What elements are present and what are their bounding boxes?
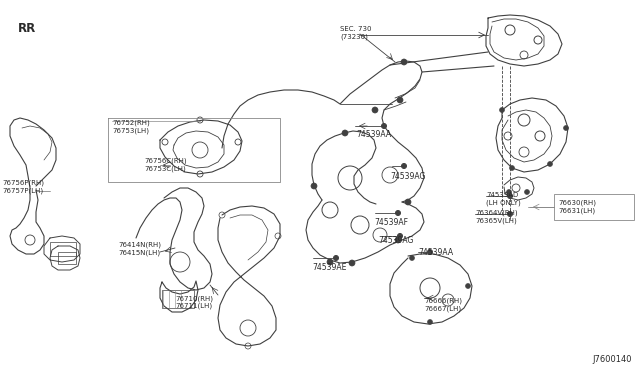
Circle shape: [342, 130, 348, 136]
Bar: [58, 252, 76, 264]
Circle shape: [327, 259, 333, 265]
Text: 74539AD
(LH ONLY): 74539AD (LH ONLY): [486, 192, 521, 205]
Bar: [50, 242, 76, 256]
Text: 76756C(RH)
76753C(LH): 76756C(RH) 76753C(LH): [144, 158, 187, 172]
Text: 76710(RH)
76711(LH): 76710(RH) 76711(LH): [175, 295, 213, 309]
Text: 76752(RH)
76753(LH): 76752(RH) 76753(LH): [112, 120, 150, 134]
Circle shape: [506, 189, 511, 195]
Text: J7600140: J7600140: [593, 355, 632, 364]
Circle shape: [405, 199, 411, 205]
Bar: [162, 290, 194, 308]
Text: 74539AG: 74539AG: [390, 172, 426, 181]
Circle shape: [395, 237, 401, 243]
Text: RR: RR: [18, 22, 36, 35]
Text: 76666(RH)
76667(LH): 76666(RH) 76667(LH): [424, 298, 462, 312]
Circle shape: [465, 283, 470, 289]
Circle shape: [410, 256, 415, 260]
Circle shape: [508, 193, 513, 199]
Circle shape: [396, 211, 401, 215]
Circle shape: [563, 125, 568, 131]
Circle shape: [401, 164, 406, 169]
Text: 74539AA: 74539AA: [356, 130, 391, 139]
Circle shape: [428, 250, 433, 254]
Circle shape: [381, 124, 387, 128]
Circle shape: [397, 234, 403, 238]
Circle shape: [499, 108, 504, 112]
Text: 76630(RH)
76631(LH): 76630(RH) 76631(LH): [558, 200, 596, 214]
Circle shape: [509, 166, 515, 170]
Circle shape: [508, 212, 513, 217]
Text: 74539AE: 74539AE: [312, 263, 346, 272]
Text: 76756P(RH)
76757P(LH): 76756P(RH) 76757P(LH): [2, 180, 44, 194]
Text: 74539AF: 74539AF: [374, 218, 408, 227]
Bar: [554, 194, 634, 220]
Circle shape: [401, 59, 407, 65]
Circle shape: [525, 189, 529, 195]
Text: 76414N(RH)
76415N(LH): 76414N(RH) 76415N(LH): [118, 242, 161, 256]
Circle shape: [547, 161, 552, 167]
Text: 74539AG: 74539AG: [378, 236, 413, 245]
Circle shape: [311, 183, 317, 189]
Circle shape: [372, 107, 378, 113]
Text: SEC. 730
(73230): SEC. 730 (73230): [340, 26, 371, 39]
Circle shape: [428, 320, 433, 324]
Circle shape: [333, 256, 339, 260]
Text: 76364V(RH)
76365V(LH): 76364V(RH) 76365V(LH): [475, 210, 518, 224]
Circle shape: [397, 97, 403, 103]
Circle shape: [349, 260, 355, 266]
Text: 74539AA: 74539AA: [418, 248, 453, 257]
